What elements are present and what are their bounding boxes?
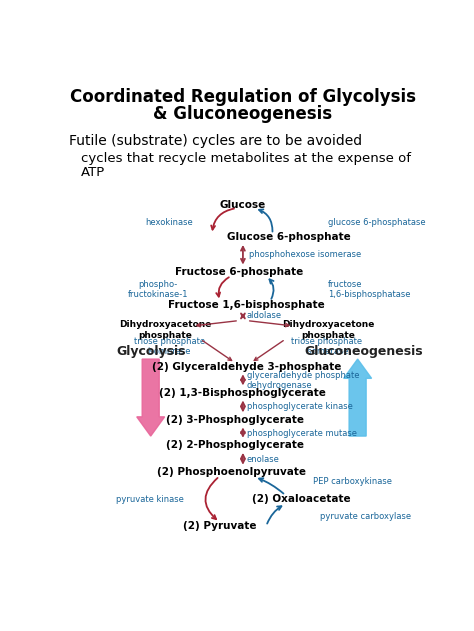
Text: triose phosphate
isomerase: triose phosphate isomerase bbox=[134, 337, 205, 357]
Text: enolase: enolase bbox=[247, 455, 280, 464]
Text: (2) Pyruvate: (2) Pyruvate bbox=[183, 521, 256, 531]
Text: (2) Phosphoenolpyruvate: (2) Phosphoenolpyruvate bbox=[157, 468, 306, 477]
Text: Futile (substrate) cycles are to be avoided: Futile (substrate) cycles are to be avoi… bbox=[69, 134, 362, 148]
Text: Fructose 1,6-bisphosphate: Fructose 1,6-bisphosphate bbox=[168, 300, 325, 310]
Text: phospho-
fructokinase-1: phospho- fructokinase-1 bbox=[128, 280, 188, 300]
FancyArrow shape bbox=[137, 359, 164, 436]
Text: hexokinase: hexokinase bbox=[146, 218, 193, 227]
Text: phosphoglycerate kinase: phosphoglycerate kinase bbox=[247, 403, 353, 411]
Text: Gluconeogenesis: Gluconeogenesis bbox=[304, 345, 423, 358]
FancyArrow shape bbox=[344, 359, 372, 436]
Text: Glycolysis: Glycolysis bbox=[116, 345, 185, 358]
Text: (2) Oxaloacetate: (2) Oxaloacetate bbox=[252, 494, 350, 504]
Text: Glucose: Glucose bbox=[220, 200, 266, 210]
Text: pyruvate kinase: pyruvate kinase bbox=[116, 495, 184, 504]
Text: PEP carboxykinase: PEP carboxykinase bbox=[313, 477, 392, 486]
Text: Glucose 6-phosphate: Glucose 6-phosphate bbox=[228, 232, 351, 242]
Text: pyruvate carboxylase: pyruvate carboxylase bbox=[320, 512, 411, 521]
Text: phosphoglycerate mutase: phosphoglycerate mutase bbox=[247, 429, 357, 439]
Text: Dihydroxyacetone
phosphate: Dihydroxyacetone phosphate bbox=[282, 320, 374, 339]
Text: ATP: ATP bbox=[81, 166, 105, 179]
Text: glucose 6-phosphatase: glucose 6-phosphatase bbox=[328, 218, 426, 227]
Text: (2) 1,3-Bisphosphoglycerate: (2) 1,3-Bisphosphoglycerate bbox=[159, 388, 327, 398]
Text: triose phosphate
isomerase: triose phosphate isomerase bbox=[291, 337, 362, 357]
Text: (2) Glyceraldehyde 3-phosphate: (2) Glyceraldehyde 3-phosphate bbox=[152, 362, 341, 372]
Text: & Gluconeogenesis: & Gluconeogenesis bbox=[154, 105, 332, 123]
Text: Fructose 6-phosphate: Fructose 6-phosphate bbox=[175, 267, 303, 277]
Text: (2) 2-Phosphoglycerate: (2) 2-Phosphoglycerate bbox=[166, 440, 304, 451]
Text: aldolase: aldolase bbox=[247, 312, 282, 321]
Text: (2) 3-Phosphoglycerate: (2) 3-Phosphoglycerate bbox=[166, 415, 304, 425]
Text: fructose
1,6-bisphosphatase: fructose 1,6-bisphosphatase bbox=[328, 280, 410, 300]
Text: glyceraldehyde phosphate
dehydrogenase: glyceraldehyde phosphate dehydrogenase bbox=[247, 371, 359, 391]
Text: cycles that recycle metabolites at the expense of: cycles that recycle metabolites at the e… bbox=[81, 152, 411, 165]
Text: phosphohexose isomerase: phosphohexose isomerase bbox=[249, 250, 361, 259]
Text: Dihydroxyacetone
phosphate: Dihydroxyacetone phosphate bbox=[119, 320, 211, 339]
Text: Coordinated Regulation of Glycolysis: Coordinated Regulation of Glycolysis bbox=[70, 88, 416, 106]
